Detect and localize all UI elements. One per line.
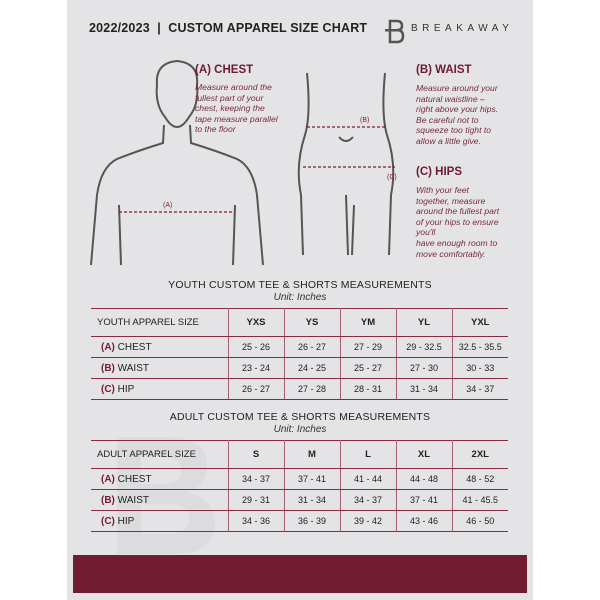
waist-heading: (B) WAIST <box>416 64 472 76</box>
youth-section-title: YOUTH CUSTOM TEE & SHORTS MEASUREMENTS <box>168 279 432 291</box>
measure-value: 29 - 31 <box>227 489 285 511</box>
chest-marker: (A) <box>163 202 172 209</box>
hips-heading: (C) HIPS <box>416 166 462 178</box>
table-row: (B) WAIST 29 - 31 31 - 34 34 - 37 37 - 41 41 … <box>91 489 508 511</box>
measure-label: (A) CHEST <box>91 336 229 358</box>
chest-instructions: Measure around the fullest part of your … <box>195 82 278 135</box>
measure-value: 34 - 37 <box>339 489 397 511</box>
measure-value: 26 - 27 <box>283 336 341 358</box>
measure-value: 41 - 44 <box>339 468 397 490</box>
measure-value: 46 - 50 <box>451 510 508 532</box>
measure-value: 37 - 41 <box>395 489 453 511</box>
measure-value: 31 - 34 <box>395 378 453 400</box>
measure-value: 29 - 32.5 <box>395 336 453 358</box>
size-header: S <box>227 440 285 469</box>
size-header: YS <box>283 308 341 337</box>
size-header: YXL <box>451 308 508 337</box>
header-label: ADULT APPAREL SIZE <box>91 440 229 469</box>
measure-value: 26 - 27 <box>227 378 285 400</box>
adult-size-table: ADULT APPAREL SIZE S M L XL 2XL (A) CHEST 34 - … <box>91 440 508 532</box>
size-header: 2XL <box>451 440 508 469</box>
table-header-row: YOUTH APPAREL SIZE YXS YS YM YL YXL <box>91 308 508 337</box>
size-chart-page: 2022/2023 | CUSTOM APPAREL SIZE CHART BR… <box>67 0 533 600</box>
measure-value: 27 - 28 <box>283 378 341 400</box>
measure-value: 31 - 34 <box>283 489 341 511</box>
measure-name: CHEST <box>117 473 152 485</box>
measure-value: 34 - 37 <box>227 468 285 490</box>
measure-value: 27 - 29 <box>339 336 397 358</box>
breakaway-logo <box>385 19 405 44</box>
hip-marker: (C) <box>387 174 397 181</box>
page-title: 2022/2023 | CUSTOM APPAREL SIZE CHART <box>89 21 368 35</box>
waist-instructions: Measure around your natural waistline – … <box>416 83 499 146</box>
measure-label: (C) HIP <box>91 510 229 532</box>
measure-code: (C) <box>101 515 115 527</box>
size-header: YXS <box>227 308 285 337</box>
brand-name: BREAKAWAY <box>411 23 514 34</box>
chest-heading: (A) CHEST <box>195 64 254 76</box>
table-header-row: ADULT APPAREL SIZE S M L XL 2XL <box>91 440 508 469</box>
size-header: YM <box>339 308 397 337</box>
lower-body-figure <box>297 72 395 256</box>
table-row: (A) CHEST 25 - 26 26 - 27 27 - 29 29 - 32.5 3… <box>91 336 508 358</box>
table-row: (C) HIP 34 - 36 36 - 39 39 - 42 43 - 46 46 - … <box>91 510 508 532</box>
size-header: L <box>339 440 397 469</box>
measure-value: 28 - 31 <box>339 378 397 400</box>
measure-value: 25 - 26 <box>227 336 285 358</box>
table-row: (B) WAIST 23 - 24 24 - 25 25 - 27 27 - 30 30 … <box>91 357 508 379</box>
measure-value: 34 - 37 <box>451 378 508 400</box>
measure-value: 48 - 52 <box>451 468 508 490</box>
waist-marker: (B) <box>360 117 369 124</box>
footer-band <box>73 555 527 593</box>
measure-name: HIP <box>117 383 135 395</box>
adult-section-title: ADULT CUSTOM TEE & SHORTS MEASUREMENTS <box>169 411 431 423</box>
measure-value: 41 - 45.5 <box>451 489 508 511</box>
measure-code: (C) <box>101 383 115 395</box>
measure-value: 32.5 - 35.5 <box>451 336 508 358</box>
measure-value: 34 - 36 <box>227 510 285 532</box>
measure-value: 30 - 33 <box>451 357 508 379</box>
measure-name: CHEST <box>117 341 152 353</box>
size-header: M <box>283 440 341 469</box>
measure-code: (A) <box>101 473 115 485</box>
measure-value: 23 - 24 <box>227 357 285 379</box>
measure-label: (B) WAIST <box>91 357 229 379</box>
youth-unit: Unit: Inches <box>273 292 327 303</box>
table-row: (C) HIP 26 - 27 27 - 28 28 - 31 31 - 34 34 - … <box>91 378 508 400</box>
hips-instructions: With your feet together, measure around … <box>416 185 500 259</box>
measure-value: 24 - 25 <box>283 357 341 379</box>
measure-name: WAIST <box>117 494 149 506</box>
size-header: XL <box>395 440 453 469</box>
adult-unit: Unit: Inches <box>273 424 327 435</box>
measure-label: (B) WAIST <box>91 489 229 511</box>
measure-value: 36 - 39 <box>283 510 341 532</box>
size-header: YL <box>395 308 453 337</box>
measure-name: WAIST <box>117 362 149 374</box>
measure-code: (A) <box>101 341 115 353</box>
measure-code: (B) <box>101 494 115 506</box>
measure-code: (B) <box>101 362 115 374</box>
measure-value: 27 - 30 <box>395 357 453 379</box>
measure-value: 37 - 41 <box>283 468 341 490</box>
measure-value: 39 - 42 <box>339 510 397 532</box>
header-label: YOUTH APPAREL SIZE <box>91 308 229 337</box>
upper-body-figure <box>90 59 264 265</box>
measure-label: (C) HIP <box>91 378 229 400</box>
youth-size-table: YOUTH APPAREL SIZE YXS YS YM YL YXL (A) CHEST 2… <box>91 308 508 400</box>
table-row: (A) CHEST 34 - 37 37 - 41 41 - 44 44 - 48 48 … <box>91 468 508 490</box>
measure-name: HIP <box>117 515 135 527</box>
measure-label: (A) CHEST <box>91 468 229 490</box>
measure-value: 44 - 48 <box>395 468 453 490</box>
measure-value: 43 - 46 <box>395 510 453 532</box>
measurement-figures: (A) (B) (C) <box>90 59 397 265</box>
measure-value: 25 - 27 <box>339 357 397 379</box>
